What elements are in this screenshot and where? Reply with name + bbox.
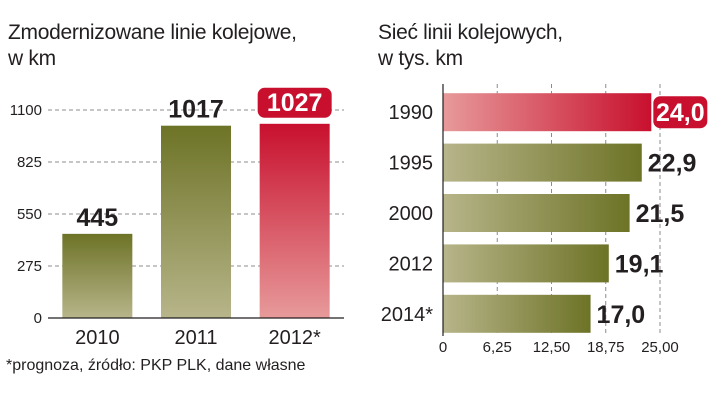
right-value-label: 24,0 <box>656 99 705 127</box>
right-x-tick-label: 0 <box>439 339 447 356</box>
right-category-label: 1995 <box>389 153 434 175</box>
left-bar <box>161 125 231 318</box>
right-x-tick-label: 6,25 <box>483 339 512 356</box>
right-chart-title: Sieć linii kolejowych, w tys. km <box>378 21 563 70</box>
left-y-tick-label: 550 <box>17 206 42 223</box>
right-x-tick-label: 18,75 <box>587 339 625 356</box>
right-category-label: 2014* <box>381 304 433 326</box>
left-y-tick-label: 275 <box>17 258 42 275</box>
right-value-label: 19,1 <box>615 250 664 278</box>
right-bar <box>443 93 652 132</box>
left-category-label: 2012* <box>269 327 321 349</box>
right-bar <box>443 143 642 182</box>
left-value-label: 445 <box>76 204 118 232</box>
right-value-badge <box>653 96 708 129</box>
right-category-label: 2000 <box>389 203 434 225</box>
right-bar-chart: 0 6,25 12,50 18,75 25,00 24,0 1990 22,9 1995 21,5… <box>381 84 708 356</box>
left-bar-chart: 0 275 550 825 1100 445 2010 1017 2011 1027 2012* <box>10 87 344 349</box>
right-value-label: 17,0 <box>597 301 646 329</box>
left-bar <box>259 123 330 318</box>
right-value-label: 21,5 <box>636 200 685 228</box>
left-value-badge <box>257 87 332 118</box>
left-chart-title: Zmodernizowane linie kolejowe, w km <box>8 21 297 70</box>
right-x-tick-label: 25,00 <box>641 339 679 356</box>
right-bar <box>443 194 630 232</box>
left-bar <box>62 233 133 318</box>
left-y-tick-label: 1100 <box>10 102 42 119</box>
right-category-label: 2012 <box>389 253 434 275</box>
left-value-label: 1017 <box>168 96 224 124</box>
right-category-label: 1990 <box>389 102 434 124</box>
footnote: *prognoza, źródło: PKP PLK, dane własne <box>6 357 306 374</box>
right-bar <box>443 244 609 283</box>
left-category-label: 2011 <box>174 327 217 349</box>
right-value-label: 22,9 <box>648 150 697 178</box>
left-value-label: 1027 <box>267 89 323 117</box>
left-category-label: 2010 <box>75 327 120 349</box>
left-y-tick-label: 825 <box>17 154 42 171</box>
right-bar <box>443 294 591 333</box>
left-y-tick-label: 0 <box>34 310 42 327</box>
right-x-tick-label: 12,50 <box>533 339 571 356</box>
